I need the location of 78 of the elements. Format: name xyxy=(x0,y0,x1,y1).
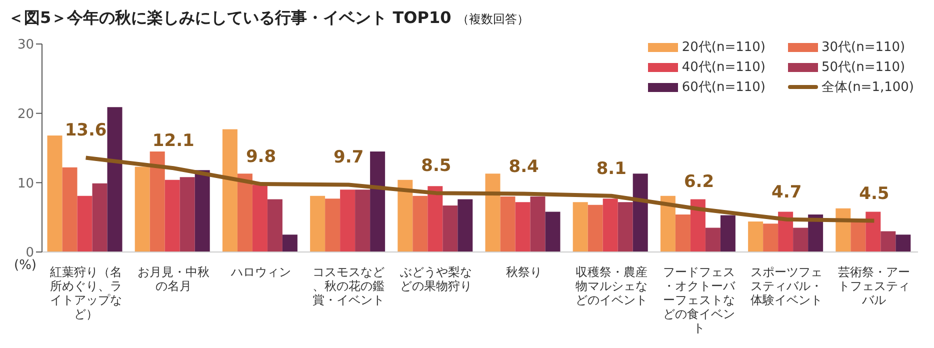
x-tick-label: ハロウィン xyxy=(230,265,291,279)
bar xyxy=(660,196,676,252)
bar xyxy=(880,231,896,252)
bar xyxy=(222,129,238,252)
data-label: 4.5 xyxy=(859,184,890,204)
y-tick-label: 30 xyxy=(17,38,34,53)
legend-label: 20代(n=110) xyxy=(682,39,766,56)
bar xyxy=(340,190,356,252)
bar xyxy=(398,180,413,252)
bar xyxy=(588,204,603,252)
bar xyxy=(267,199,282,252)
bar xyxy=(515,202,530,252)
bar xyxy=(618,202,633,252)
bar xyxy=(793,228,808,252)
bar xyxy=(237,174,252,252)
x-tick-label: 紅葉狩り（名所めぐり、ライトアップなど） xyxy=(50,265,122,321)
bar xyxy=(545,212,560,252)
bar xyxy=(47,136,62,252)
bar xyxy=(530,196,546,252)
bar xyxy=(370,151,386,252)
legend-label: 50代(n=110) xyxy=(822,59,906,76)
bar xyxy=(632,174,648,252)
data-label: 4.7 xyxy=(772,182,802,202)
bar xyxy=(500,196,516,252)
y-axis-title: (%) xyxy=(14,258,36,273)
bar xyxy=(325,198,340,252)
data-label: 8.5 xyxy=(421,156,452,176)
x-tick-label: 秋祭り xyxy=(506,265,542,279)
bar xyxy=(107,107,122,252)
x-tick-label: コスモスなど、秋の花の鑑賞・イベント xyxy=(312,265,385,307)
bar xyxy=(150,151,165,252)
bar xyxy=(442,206,458,252)
bar xyxy=(572,202,588,252)
legend-label: 30代(n=110) xyxy=(822,39,906,56)
x-tick-label: 芸術祭・アートフェスティバル xyxy=(838,265,910,307)
bar xyxy=(675,214,690,252)
bar xyxy=(485,174,500,252)
bar xyxy=(428,186,443,252)
data-label: 6.2 xyxy=(684,172,714,192)
chart-subtitle: （複数回答） xyxy=(457,12,530,26)
bar xyxy=(310,196,326,252)
bar xyxy=(92,183,108,252)
bar xyxy=(866,212,881,252)
data-label: 9.7 xyxy=(334,148,364,168)
legend-label: 60代(n=110) xyxy=(682,79,766,96)
bar xyxy=(763,224,778,252)
bar xyxy=(705,228,720,252)
bar xyxy=(748,221,764,252)
bar xyxy=(77,196,92,252)
x-tick-label: お月見・中秋の名月 xyxy=(137,265,210,293)
bar xyxy=(896,234,911,252)
bar xyxy=(282,234,298,252)
bar xyxy=(252,184,268,252)
bar xyxy=(412,196,428,252)
legend-label: 全体(n=1,100) xyxy=(822,79,914,96)
bar xyxy=(355,190,370,252)
x-tick-label: フードフェス・オクトーバーフェストなどの食イベント xyxy=(663,265,736,335)
legend-label: 40代(n=110) xyxy=(682,59,766,76)
bar xyxy=(134,166,150,252)
bar xyxy=(194,170,210,252)
chart-title: ＜図5＞今年の秋に楽しみにしている行事・イベント TOP10 xyxy=(8,8,452,27)
x-tick-label: スポーツフェスティバル・体験イベント xyxy=(750,265,823,307)
data-label: 13.6 xyxy=(64,120,107,141)
bar xyxy=(180,177,195,252)
y-tick-label: 20 xyxy=(17,106,34,122)
bar xyxy=(164,180,180,252)
y-tick-label: 10 xyxy=(17,176,34,192)
data-label: 8.4 xyxy=(508,156,540,177)
data-label: 8.1 xyxy=(596,158,626,179)
data-label: 9.8 xyxy=(246,147,276,168)
bar xyxy=(720,215,736,252)
x-tick-label: ぶどうや梨などの果物狩り xyxy=(400,265,472,293)
bar xyxy=(690,199,706,252)
data-label: 12.1 xyxy=(152,131,194,152)
x-tick-label: 収穫祭・農産物マルシェなどのイベント xyxy=(575,265,648,307)
bar xyxy=(458,199,473,252)
bar xyxy=(602,198,618,252)
bar xyxy=(62,167,78,252)
